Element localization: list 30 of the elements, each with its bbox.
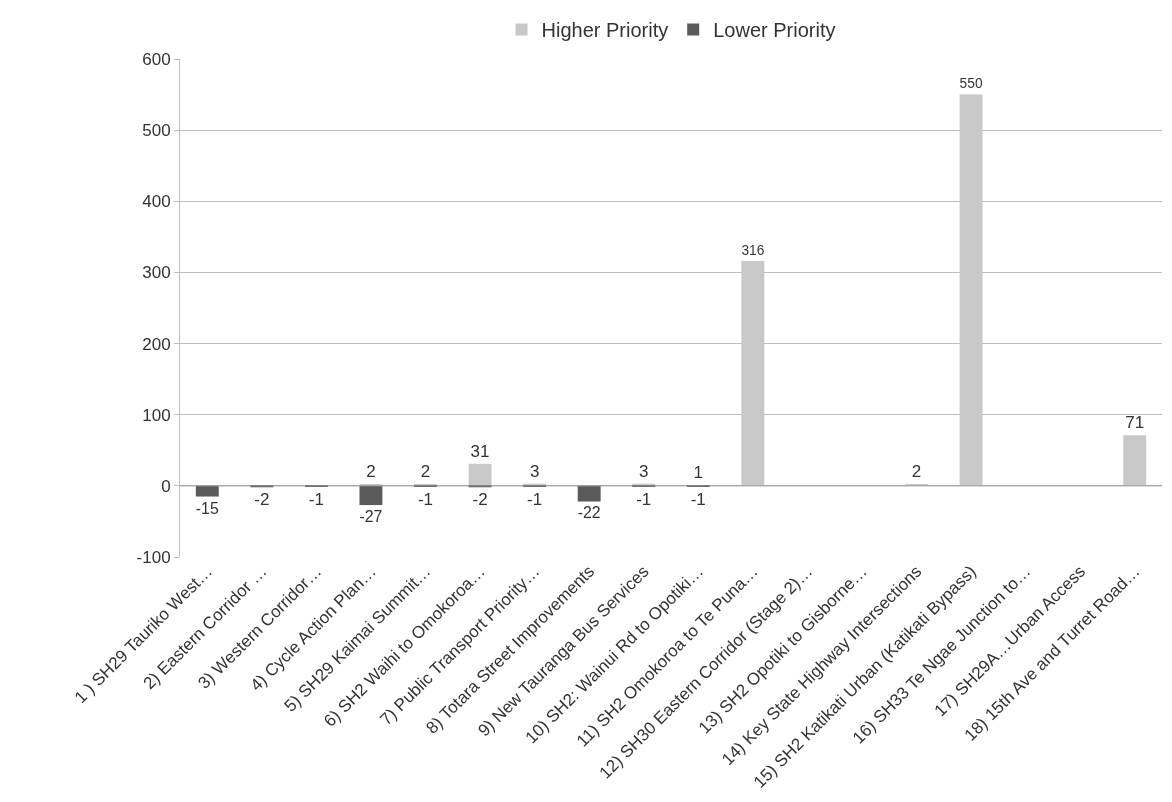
data-label: -1 [690, 490, 706, 509]
y-tick-label: 300 [142, 263, 171, 283]
data-label: 3 [638, 461, 649, 481]
data-label: -1 [308, 490, 324, 509]
data-label: -2 [472, 490, 488, 510]
data-label: -22 [577, 504, 601, 522]
data-label: -1 [417, 490, 434, 509]
y-tick-label: 600 [142, 49, 171, 69]
data-label: 2 [366, 462, 376, 481]
data-label: -27 [359, 508, 383, 526]
data-label: -1 [527, 490, 543, 509]
data-label: -2 [254, 490, 270, 510]
data-label: 316 [741, 242, 765, 258]
y-tick-label: -100 [136, 547, 171, 567]
legend-label: Lower Priority [713, 19, 836, 42]
data-label: -15 [195, 499, 219, 517]
y-tick-label: 100 [142, 405, 171, 425]
data-label: 1 [693, 463, 704, 482]
legend-label: Higher Priority [541, 19, 669, 42]
data-label: 550 [959, 76, 983, 92]
data-label: -1 [636, 490, 652, 509]
y-tick-label: 400 [142, 192, 171, 212]
data-label: 3 [529, 461, 540, 481]
data-label: 2 [911, 462, 922, 481]
data-label: 71 [1125, 413, 1145, 433]
y-tick-label: 500 [142, 121, 171, 141]
y-tick-label: 200 [142, 334, 171, 354]
data-label: 2 [420, 462, 431, 481]
y-tick-label: 0 [161, 476, 171, 496]
data-label: 31 [470, 441, 490, 461]
